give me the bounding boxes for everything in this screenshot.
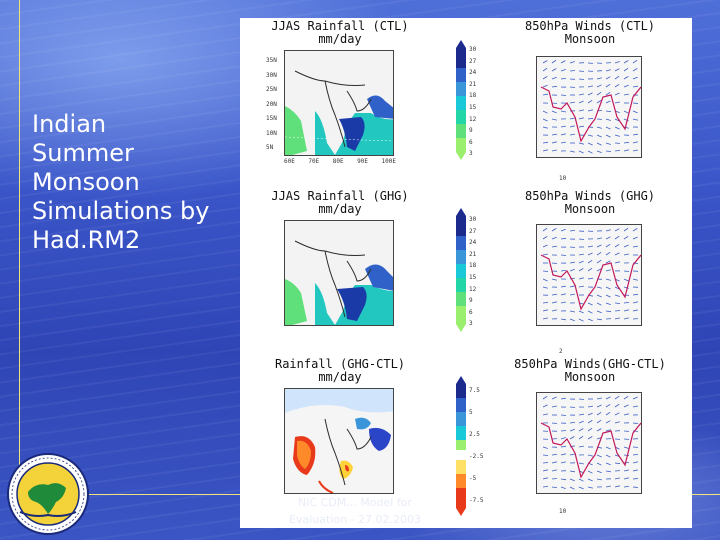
rain-colorbar-2 — [456, 208, 466, 332]
rain-ghg-map — [284, 220, 394, 326]
lat-axis: 35N 30N 25N 20N 15N 10N 5N — [266, 54, 277, 156]
slide-footer: NIC CDM... Model for Evaluation - 27.02.… — [270, 494, 440, 528]
title-line: Monsoon — [32, 168, 140, 196]
vertical-accent-line — [19, 0, 20, 498]
rain-diff-title: Rainfall (GHG-CTL) mm/day — [270, 358, 410, 384]
colorbar-tick: 18 — [469, 262, 477, 270]
plot-title-line: mm/day — [318, 32, 362, 46]
title-line: Simulations by — [32, 197, 210, 225]
rain-ghg-title: JJAS Rainfall (GHG) mm/day — [270, 190, 410, 216]
wind-field — [540, 227, 641, 322]
colorbar-tick: 12 — [469, 285, 477, 293]
lat-tick: 5N — [266, 144, 274, 151]
plot-title-line: 850hPa Winds(GHG-CTL) — [514, 357, 666, 371]
lon-tick: 90E — [357, 158, 368, 165]
plot-title-line: JJAS Rainfall (GHG) — [271, 189, 409, 203]
plot-title-line: mm/day — [318, 202, 362, 216]
plot-title-line: mm/day — [318, 370, 362, 384]
diff-colorbar-ticks: 7.5 5 2.5 -2.5 -5 -7.5 — [469, 380, 483, 512]
footer-line: Evaluation - 27.02.2003 — [289, 513, 421, 526]
colorbar-tick: 6 — [469, 308, 473, 316]
organization-logo — [6, 452, 90, 536]
title-line: Indian — [32, 110, 107, 138]
colorbar-tick: 27 — [469, 227, 477, 235]
wind-ctl-map — [536, 56, 642, 158]
colorbar-tick: -7.5 — [469, 497, 484, 504]
figure-panel: JJAS Rainfall (CTL) mm/day 850hPa Winds … — [240, 18, 692, 528]
colorbar-tick: 9 — [469, 297, 473, 305]
colorbar-tick: 15 — [469, 273, 477, 281]
rain-diff-map — [284, 388, 394, 494]
colorbar-tick: 21 — [469, 250, 477, 258]
wind-ghg-map — [536, 224, 642, 326]
colorbar-tick: -2.5 — [469, 453, 484, 460]
wind-field — [540, 59, 641, 154]
colorbar-tick: 12 — [469, 115, 477, 123]
colorbar-tick: 27 — [469, 57, 477, 65]
rain-ctl-map — [284, 50, 394, 156]
lon-axis: 60E 70E 80E 90E 100E — [284, 158, 396, 165]
colorbar-tick: 30 — [469, 216, 477, 223]
lon-tick: 60E — [284, 158, 295, 165]
colorbar-tick: 24 — [469, 69, 477, 77]
title-line: Summer — [32, 139, 134, 167]
lon-tick: 100E — [381, 158, 396, 165]
colorbar-tick: 7.5 — [469, 387, 480, 394]
diff-colorbar — [456, 376, 466, 516]
plot-title-line: Monsoon — [564, 370, 616, 384]
rain-colorbar-ticks-2: 30 27 24 21 18 15 12 9 6 3 — [469, 214, 476, 330]
plot-title-line: Monsoon — [564, 202, 616, 216]
colorbar-tick: 30 — [469, 46, 477, 53]
plot-title-line: JJAS Rainfall (CTL) — [271, 19, 409, 33]
title-line: Had.RM2 — [32, 226, 141, 254]
wind-diff-map — [536, 392, 642, 494]
lon-tick: 80E — [332, 158, 344, 165]
lon-tick: 70E — [308, 158, 320, 165]
plot-title-line: Rainfall (GHG-CTL) — [274, 357, 406, 371]
lat-tick: 25N — [266, 86, 277, 93]
lat-tick: 20N — [266, 100, 277, 108]
colorbar-tick: 6 — [469, 138, 473, 146]
wind-ctl-title: 850hPa Winds (CTL) Monsoon — [520, 20, 660, 46]
rain-ctl-title: JJAS Rainfall (CTL) mm/day — [270, 20, 410, 46]
colorbar-tick: 9 — [469, 127, 473, 135]
plot-title-line: 850hPa Winds (GHG) — [524, 189, 656, 203]
wind-diff-title: 850hPa Winds(GHG-CTL) Monsoon — [510, 358, 670, 384]
wind-scale-label: 2 — [559, 348, 563, 355]
colorbar-tick: 24 — [469, 239, 477, 247]
wind-scale-label: 10 — [559, 175, 567, 182]
colorbar-tick: -5 — [469, 475, 477, 482]
lat-tick: 35N — [266, 57, 277, 64]
lat-tick: 10N — [266, 129, 277, 137]
colorbar-tick: 18 — [469, 92, 477, 100]
plot-title-line: 850hPa Winds (CTL) — [524, 19, 656, 33]
lat-tick: 30N — [266, 71, 277, 79]
colorbar-tick: 3 — [469, 150, 473, 158]
rain-colorbar-ticks: 30 27 24 21 18 15 12 9 6 3 — [469, 44, 476, 160]
plot-title-line: Monsoon — [564, 32, 616, 46]
slide-title: Indian Summer Monsoon Simulations by Had… — [32, 110, 232, 255]
rain-colorbar — [456, 40, 466, 160]
wind-scale-label: 10 — [559, 508, 567, 515]
colorbar-tick: 2.5 — [469, 431, 480, 438]
colorbar-tick: 21 — [469, 80, 477, 88]
wind-field — [540, 395, 641, 490]
footer-line: NIC CDM... Model for — [298, 496, 412, 509]
colorbar-tick: 3 — [469, 320, 473, 328]
wind-ghg-title: 850hPa Winds (GHG) Monsoon — [520, 190, 660, 216]
colorbar-tick: 15 — [469, 103, 477, 111]
lat-tick: 15N — [266, 115, 277, 122]
colorbar-tick: 5 — [469, 409, 473, 416]
